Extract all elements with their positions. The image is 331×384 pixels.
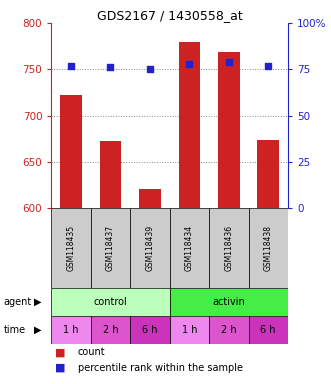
Point: [265, 63, 271, 69]
Bar: [218, 52, 240, 208]
Text: GSM118435: GSM118435: [67, 225, 75, 271]
Bar: [60, 95, 82, 208]
Bar: [91, 316, 130, 344]
Bar: [178, 42, 200, 208]
Point: [187, 61, 192, 67]
Bar: [51, 208, 91, 288]
Point: [226, 59, 231, 65]
Bar: [100, 141, 121, 208]
Text: count: count: [78, 348, 105, 358]
Text: 6 h: 6 h: [260, 325, 276, 335]
Text: GSM118438: GSM118438: [264, 225, 273, 271]
Text: 6 h: 6 h: [142, 325, 158, 335]
Text: percentile rank within the sample: percentile rank within the sample: [78, 363, 243, 373]
Text: time: time: [3, 325, 25, 335]
Bar: [169, 288, 288, 316]
Text: ▶: ▶: [34, 325, 42, 335]
Bar: [169, 208, 209, 288]
Bar: [169, 316, 209, 344]
Text: GSM118439: GSM118439: [145, 225, 155, 271]
Text: 2 h: 2 h: [221, 325, 237, 335]
Bar: [130, 316, 169, 344]
Text: activin: activin: [213, 297, 245, 307]
Bar: [51, 316, 91, 344]
Text: GSM118434: GSM118434: [185, 225, 194, 271]
Text: agent: agent: [3, 297, 31, 307]
Text: GSM118436: GSM118436: [224, 225, 233, 271]
Text: 1 h: 1 h: [182, 325, 197, 335]
Text: ▶: ▶: [34, 297, 42, 307]
Bar: [209, 208, 249, 288]
Bar: [130, 208, 169, 288]
Bar: [51, 288, 169, 316]
Bar: [258, 139, 279, 208]
Bar: [249, 208, 288, 288]
Text: ■: ■: [55, 363, 65, 373]
Bar: [249, 316, 288, 344]
Title: GDS2167 / 1430558_at: GDS2167 / 1430558_at: [97, 9, 243, 22]
Bar: [209, 316, 249, 344]
Text: control: control: [94, 297, 127, 307]
Text: 1 h: 1 h: [63, 325, 79, 335]
Point: [147, 66, 153, 72]
Text: ■: ■: [55, 348, 65, 358]
Text: 2 h: 2 h: [103, 325, 118, 335]
Point: [108, 65, 113, 71]
Text: GSM118437: GSM118437: [106, 225, 115, 271]
Bar: [139, 189, 161, 208]
Point: [69, 63, 74, 69]
Bar: [91, 208, 130, 288]
